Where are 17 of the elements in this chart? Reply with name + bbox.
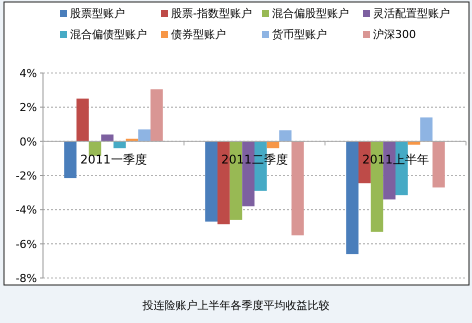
- ytick: -6%: [16, 238, 37, 251]
- legend-label: 股票型账户: [70, 7, 125, 20]
- xtick: 2011一季度: [80, 152, 147, 166]
- legend-label: 股票-指数型账户: [171, 7, 252, 20]
- legend-label: 货币型账户: [272, 28, 327, 41]
- legend-label: 债券型账户: [171, 28, 226, 41]
- ytick: -4%: [16, 204, 37, 217]
- legend-label: 沪深300: [373, 28, 416, 41]
- ytick: 2%: [20, 101, 37, 114]
- ytick: -2%: [16, 170, 37, 182]
- ytick: 0%: [20, 135, 37, 148]
- legend-label: 灵活配置型账户: [373, 7, 450, 20]
- legend-label: 混合偏股型账户: [272, 7, 349, 20]
- caption: 投连险账户上半年各季度平均收益比较: [142, 299, 330, 312]
- ytick: 4%: [20, 67, 37, 80]
- ytick: -8%: [16, 272, 37, 285]
- legend-label: 混合偏债型账户: [70, 28, 147, 41]
